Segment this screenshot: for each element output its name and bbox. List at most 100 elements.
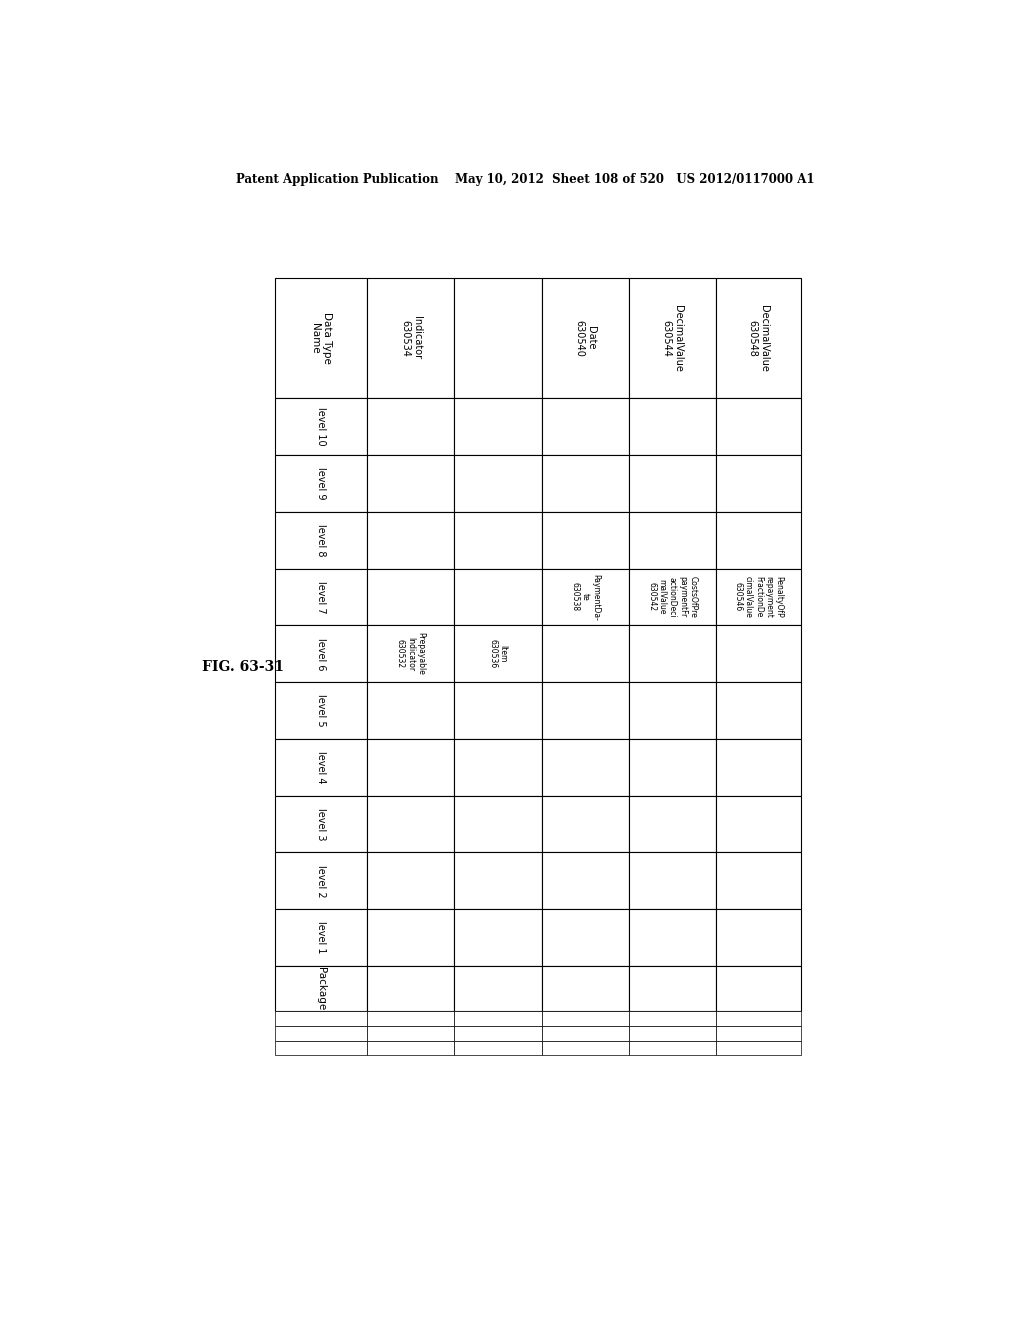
Bar bbox=[542, 1026, 629, 1040]
Bar bbox=[629, 512, 716, 569]
Bar bbox=[368, 739, 455, 796]
Bar bbox=[368, 277, 455, 399]
Bar bbox=[275, 399, 368, 455]
Bar bbox=[629, 277, 716, 399]
Text: Date
630540: Date 630540 bbox=[574, 319, 596, 356]
Bar bbox=[716, 796, 801, 853]
Bar bbox=[542, 682, 629, 739]
Bar bbox=[542, 1011, 629, 1026]
Bar bbox=[455, 1040, 542, 1056]
Bar bbox=[629, 909, 716, 966]
Text: level 7: level 7 bbox=[316, 581, 327, 614]
Bar bbox=[716, 1026, 801, 1040]
Bar bbox=[368, 796, 455, 853]
Bar bbox=[542, 455, 629, 512]
Bar bbox=[542, 569, 629, 626]
Bar bbox=[455, 966, 542, 1011]
Bar bbox=[275, 853, 368, 909]
Bar bbox=[368, 399, 455, 455]
Bar bbox=[629, 966, 716, 1011]
Text: Data Type
Name: Data Type Name bbox=[310, 312, 332, 364]
Bar bbox=[629, 796, 716, 853]
Text: CostsOfPre
paymentFr
actionDeci
malValue
630542: CostsOfPre paymentFr actionDeci malValue… bbox=[647, 576, 697, 618]
Bar bbox=[455, 796, 542, 853]
Bar bbox=[455, 277, 542, 399]
Text: level 6: level 6 bbox=[316, 638, 327, 671]
Bar bbox=[542, 796, 629, 853]
Text: Package: Package bbox=[316, 966, 327, 1010]
Text: level 8: level 8 bbox=[316, 524, 327, 557]
Text: PaymentDa-
te
630538: PaymentDa- te 630538 bbox=[570, 574, 600, 620]
Text: DecimalValue
630544: DecimalValue 630544 bbox=[662, 305, 683, 371]
Bar bbox=[455, 626, 542, 682]
Bar bbox=[368, 1026, 455, 1040]
Text: level 2: level 2 bbox=[316, 865, 327, 898]
Bar bbox=[455, 1026, 542, 1040]
Bar bbox=[455, 739, 542, 796]
Bar bbox=[275, 277, 368, 399]
Bar bbox=[629, 682, 716, 739]
Bar bbox=[716, 966, 801, 1011]
Text: FIG. 63-31: FIG. 63-31 bbox=[202, 660, 284, 673]
Bar bbox=[542, 909, 629, 966]
Bar bbox=[542, 739, 629, 796]
Bar bbox=[455, 909, 542, 966]
Text: Prepayable
Indicator
630532: Prepayable Indicator 630532 bbox=[396, 632, 426, 676]
Bar bbox=[455, 853, 542, 909]
Bar bbox=[542, 399, 629, 455]
Bar bbox=[542, 853, 629, 909]
Bar bbox=[275, 512, 368, 569]
Bar bbox=[368, 1011, 455, 1026]
Bar bbox=[629, 399, 716, 455]
Bar bbox=[275, 569, 368, 626]
Text: PenaltyOfP
repayment
FractionDe
cimalValue
630546: PenaltyOfP repayment FractionDe cimalVal… bbox=[733, 576, 783, 618]
Text: Item
630536: Item 630536 bbox=[488, 639, 508, 668]
Bar bbox=[275, 626, 368, 682]
Bar bbox=[455, 682, 542, 739]
Bar bbox=[455, 512, 542, 569]
Bar bbox=[368, 569, 455, 626]
Bar bbox=[629, 455, 716, 512]
Bar bbox=[629, 853, 716, 909]
Bar bbox=[275, 1026, 368, 1040]
Bar bbox=[716, 399, 801, 455]
Bar bbox=[368, 626, 455, 682]
Text: level 3: level 3 bbox=[316, 808, 327, 841]
Text: Patent Application Publication    May 10, 2012  Sheet 108 of 520   US 2012/01170: Patent Application Publication May 10, 2… bbox=[236, 173, 814, 186]
Bar bbox=[716, 853, 801, 909]
Bar bbox=[275, 682, 368, 739]
Bar bbox=[716, 739, 801, 796]
Bar bbox=[716, 626, 801, 682]
Bar bbox=[716, 569, 801, 626]
Bar bbox=[368, 1040, 455, 1056]
Bar bbox=[629, 1040, 716, 1056]
Bar bbox=[455, 399, 542, 455]
Bar bbox=[629, 626, 716, 682]
Bar bbox=[542, 512, 629, 569]
Bar bbox=[368, 455, 455, 512]
Bar bbox=[368, 512, 455, 569]
Bar bbox=[368, 909, 455, 966]
Bar bbox=[629, 739, 716, 796]
Bar bbox=[275, 966, 368, 1011]
Bar bbox=[716, 682, 801, 739]
Bar bbox=[716, 909, 801, 966]
Bar bbox=[275, 455, 368, 512]
Bar bbox=[716, 1040, 801, 1056]
Bar bbox=[716, 455, 801, 512]
Bar bbox=[716, 277, 801, 399]
Bar bbox=[368, 966, 455, 1011]
Bar bbox=[542, 966, 629, 1011]
Bar bbox=[455, 1011, 542, 1026]
Bar bbox=[275, 739, 368, 796]
Bar bbox=[275, 1011, 368, 1026]
Text: level 5: level 5 bbox=[316, 694, 327, 727]
Text: DecimalValue
630548: DecimalValue 630548 bbox=[748, 305, 769, 371]
Bar bbox=[629, 1011, 716, 1026]
Bar bbox=[455, 569, 542, 626]
Bar bbox=[629, 1026, 716, 1040]
Bar bbox=[542, 626, 629, 682]
Bar bbox=[275, 1040, 368, 1056]
Text: level 10: level 10 bbox=[316, 408, 327, 446]
Text: Indicator
630534: Indicator 630534 bbox=[400, 317, 422, 359]
